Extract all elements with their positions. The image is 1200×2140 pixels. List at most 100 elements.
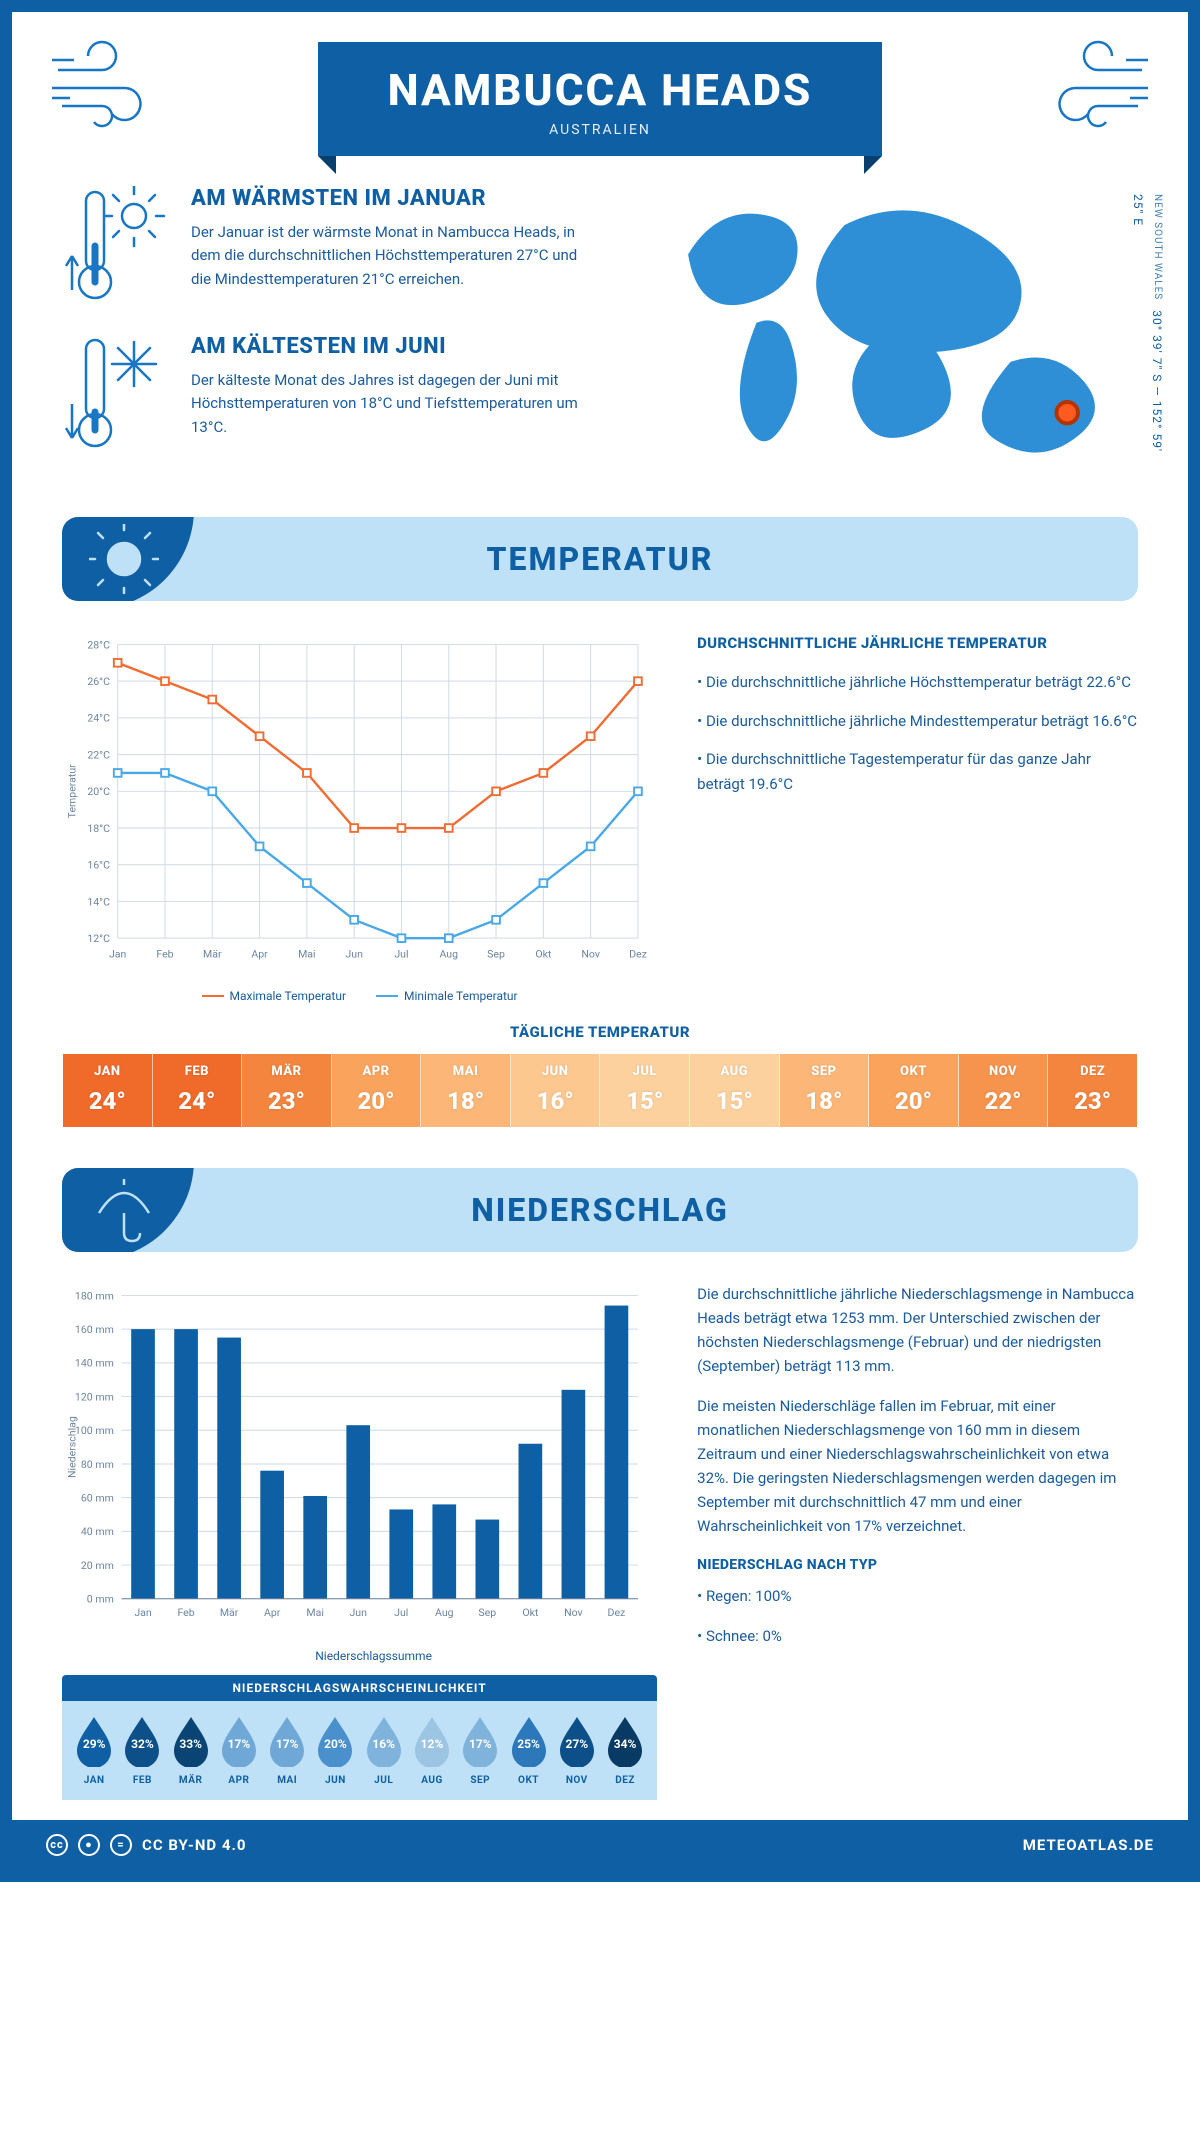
temperature-facts: DURCHSCHNITTLICHE JÄHRLICHE TEMPERATUR •… [697, 631, 1138, 811]
svg-text:Aug: Aug [439, 947, 458, 960]
fact-2: • Die durchschnittliche jährliche Mindes… [697, 709, 1138, 734]
daily-cell: FEB24° [153, 1054, 243, 1127]
svg-text:Niederschlag: Niederschlag [65, 1416, 78, 1478]
probability-drop: 16%JUL [360, 1715, 408, 1786]
daily-cell: APR20° [332, 1054, 422, 1127]
precip-para-1: Die durchschnittliche jährliche Niedersc… [697, 1282, 1138, 1378]
license-block: cc ● = CC BY-ND 4.0 [46, 1834, 246, 1856]
svg-text:Jan: Jan [109, 947, 127, 960]
probability-drop: 29%JAN [70, 1715, 118, 1786]
probability-row: 29%JAN32%FEB33%MÄR17%APR17%MAI20%JUN16%J… [62, 1701, 657, 1800]
precip-snow: • Schnee: 0% [697, 1624, 1138, 1648]
fact-1: • Die durchschnittliche jährliche Höchst… [697, 670, 1138, 695]
svg-text:Feb: Feb [156, 947, 173, 960]
svg-text:Sep: Sep [487, 947, 505, 960]
svg-text:20 mm: 20 mm [81, 1558, 114, 1571]
svg-text:Nov: Nov [564, 1606, 583, 1619]
svg-text:Jul: Jul [394, 1606, 408, 1619]
svg-text:Mai: Mai [298, 947, 316, 960]
svg-text:12°C: 12°C [87, 932, 110, 945]
daily-cell: AUG15° [690, 1054, 780, 1127]
wind-icon-right [1028, 40, 1148, 130]
header: NAMBUCCA HEADS AUSTRALIEN [62, 42, 1138, 156]
svg-text:160 mm: 160 mm [75, 1323, 114, 1336]
nd-icon: = [110, 1834, 132, 1856]
probability-drop: 12%AUG [408, 1715, 456, 1786]
temperature-line-chart: 12°C 14°C 16°C 18°C 20°C 22°C 24°C 26°C 28°C Jan F… [62, 631, 657, 1003]
daily-cell: OKT20° [869, 1054, 959, 1127]
svg-text:14°C: 14°C [87, 895, 110, 908]
brand-label: METEOATLAS.DE [1023, 1836, 1154, 1854]
svg-text:Okt: Okt [522, 1606, 539, 1619]
svg-text:Dez: Dez [629, 947, 647, 960]
svg-text:20°C: 20°C [87, 785, 110, 798]
svg-text:18°C: 18°C [87, 822, 110, 835]
fact-3: • Die durchschnittliche Tagestemperatur … [697, 747, 1138, 797]
section-temperature: TEMPERATUR [62, 517, 1138, 601]
svg-text:Mär: Mär [220, 1606, 239, 1619]
section-temperature-title: TEMPERATUR [486, 540, 713, 578]
title-ribbon: NAMBUCCA HEADS AUSTRALIEN [318, 42, 883, 156]
precip-rain: • Regen: 100% [697, 1584, 1138, 1608]
svg-text:180 mm: 180 mm [75, 1289, 114, 1302]
svg-text:Mär: Mär [203, 947, 222, 960]
coldest-title: AM KÄLTESTEN IM JUNI [191, 334, 599, 359]
sun-icon [62, 517, 194, 601]
svg-text:60 mm: 60 mm [81, 1491, 114, 1504]
probability-drop: 20%JUN [311, 1715, 359, 1786]
probability-drop: 33%MÄR [167, 1715, 215, 1786]
probability-drop: 17%APR [215, 1715, 263, 1786]
warmest-title: AM WÄRMSTEN IM JANUAR [191, 186, 599, 211]
world-map-icon [649, 186, 1138, 460]
page-frame: NAMBUCCA HEADS AUSTRALIEN AM WÄRMSTEN IM… [0, 0, 1200, 1882]
region-label: NEW SOUTH WALES [1152, 194, 1163, 300]
intro-row: AM WÄRMSTEN IM JANUAR Der Januar ist der… [62, 186, 1138, 482]
probability-drop: 17%SEP [456, 1715, 504, 1786]
precipitation-bar-chart: 0 mm20 mm40 mm60 mm80 mm100 mm120 mm140 … [62, 1282, 657, 1637]
license-text: CC BY-ND 4.0 [142, 1836, 246, 1854]
footer: cc ● = CC BY-ND 4.0 METEOATLAS.DE [12, 1820, 1188, 1870]
page-subtitle: AUSTRALIEN [388, 122, 813, 138]
probability-drop: 34%DEZ [601, 1715, 649, 1786]
thermometer-sun-icon [62, 186, 167, 306]
daily-cell: JUN16° [511, 1054, 601, 1127]
svg-text:100 mm: 100 mm [75, 1424, 114, 1437]
thermometer-snow-icon [62, 334, 167, 454]
svg-text:Feb: Feb [177, 1606, 194, 1619]
temperature-legend: Maximale Temperatur Minimale Temperatur [62, 989, 657, 1003]
svg-text:80 mm: 80 mm [81, 1457, 114, 1470]
svg-text:Jul: Jul [394, 947, 408, 960]
svg-text:16°C: 16°C [87, 859, 110, 872]
svg-text:Apr: Apr [251, 947, 268, 960]
wind-icon-left [52, 40, 172, 130]
daily-cell: MÄR23° [242, 1054, 332, 1127]
temperature-area: 12°C 14°C 16°C 18°C 20°C 22°C 24°C 26°C 28°C Jan F… [62, 631, 1138, 1003]
section-precipitation: NIEDERSCHLAG [62, 1168, 1138, 1252]
probability-drop: 17%MAI [263, 1715, 311, 1786]
svg-text:26°C: 26°C [87, 675, 110, 688]
coldest-text: Der kälteste Monat des Jahres ist dagege… [191, 369, 599, 439]
daily-cell: JUL15° [600, 1054, 690, 1127]
precip-legend: Niederschlagssumme [62, 1649, 657, 1663]
coordinates: NEW SOUTH WALES 30° 39' 7" S — 152° 59' … [1128, 194, 1166, 464]
page-title: NAMBUCCA HEADS [388, 64, 813, 116]
content-area: NAMBUCCA HEADS AUSTRALIEN AM WÄRMSTEN IM… [12, 12, 1188, 1820]
section-precipitation-title: NIEDERSCHLAG [471, 1191, 729, 1229]
warmest-text: Der Januar ist der wärmste Monat in Namb… [191, 221, 599, 291]
svg-text:40 mm: 40 mm [81, 1525, 114, 1538]
daily-temp-row: JAN24°FEB24°MÄR23°APR20°MAI18°JUN16°JUL1… [62, 1053, 1138, 1128]
by-icon: ● [78, 1834, 100, 1856]
svg-text:28°C: 28°C [87, 638, 110, 651]
coldest-block: AM KÄLTESTEN IM JUNI Der kälteste Monat … [62, 334, 599, 454]
daily-cell: JAN24° [63, 1054, 153, 1127]
legend-bar: Niederschlagssumme [287, 1649, 432, 1663]
facts-title: DURCHSCHNITTLICHE JÄHRLICHE TEMPERATUR [697, 631, 1138, 656]
svg-text:22°C: 22°C [87, 748, 110, 761]
svg-text:24°C: 24°C [87, 712, 110, 725]
probability-title: NIEDERSCHLAGSWAHRSCHEINLICHKEIT [62, 1675, 657, 1701]
precip-para-2: Die meisten Niederschläge fallen im Febr… [697, 1394, 1138, 1538]
svg-text:Jun: Jun [345, 947, 363, 960]
intro-text-column: AM WÄRMSTEN IM JANUAR Der Januar ist der… [62, 186, 599, 482]
svg-text:Nov: Nov [581, 947, 600, 960]
legend-min: Minimale Temperatur [376, 989, 518, 1003]
